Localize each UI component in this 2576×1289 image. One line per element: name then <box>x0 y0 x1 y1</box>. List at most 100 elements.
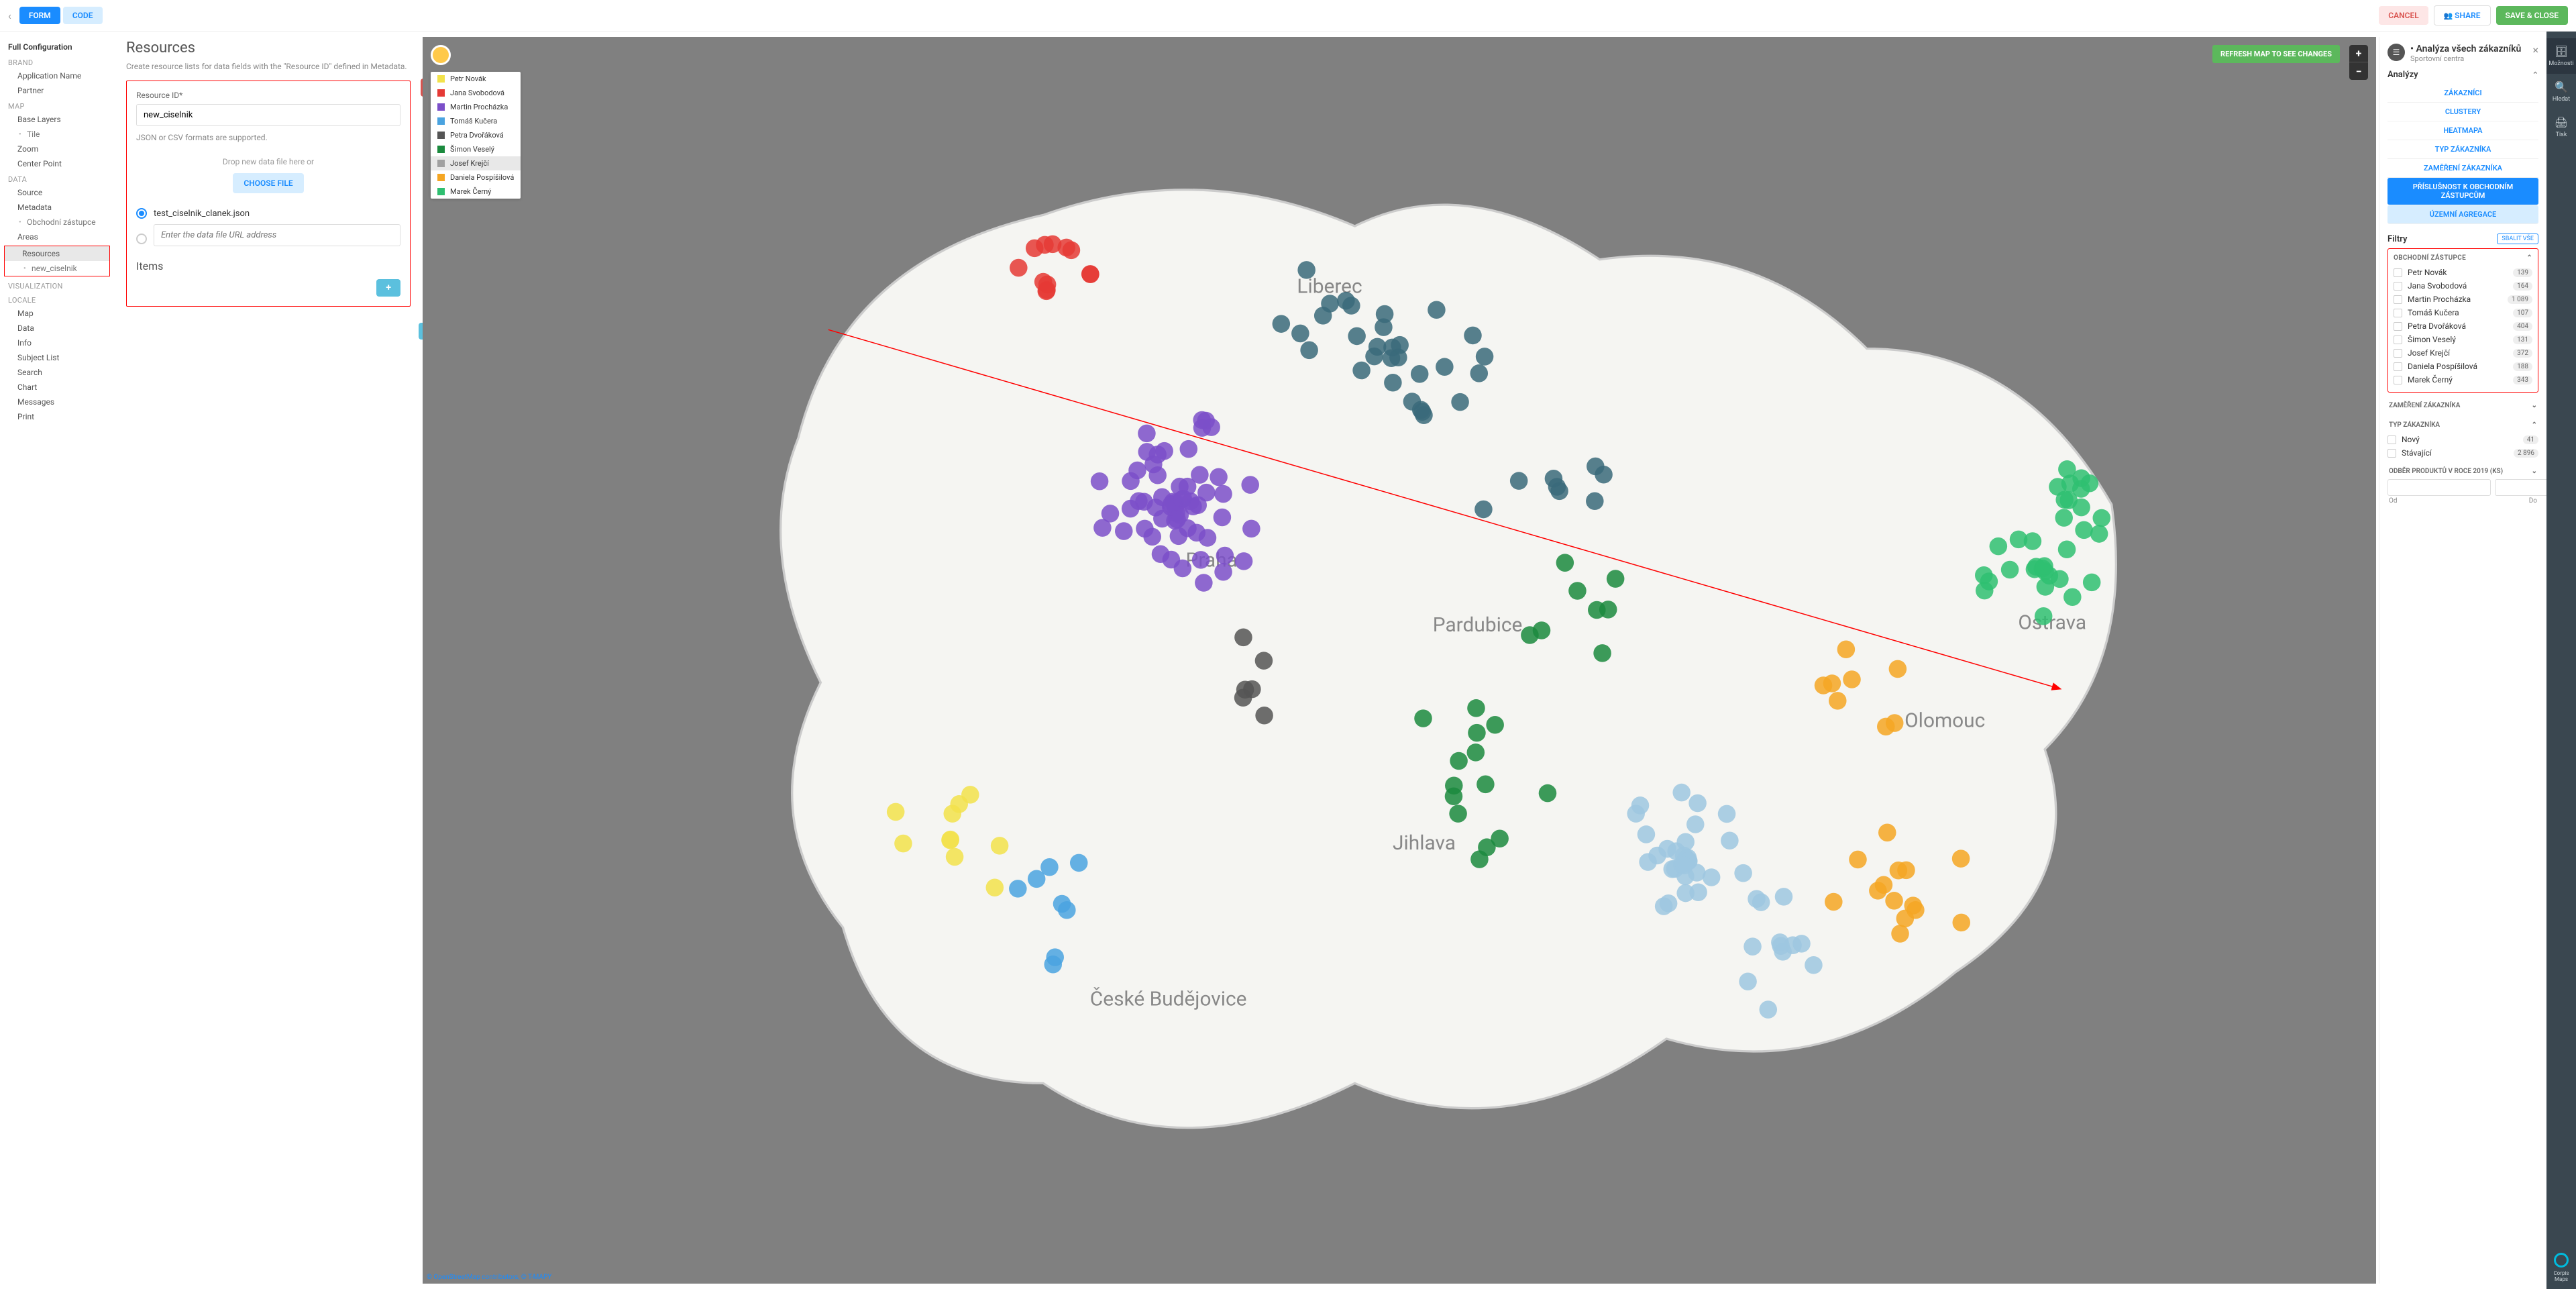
file-radio-row[interactable]: test_ciselnik_clanek.json <box>136 208 400 219</box>
close-icon[interactable]: × <box>2532 44 2538 56</box>
cancel-button[interactable]: CANCEL <box>2379 6 2428 25</box>
refresh-map-button[interactable]: REFRESH MAP TO SEE CHANGES <box>2212 45 2340 63</box>
url-input[interactable] <box>154 224 400 246</box>
analyzy-item[interactable]: PŘÍSLUŠNOST K OBCHODNÍM ZÁSTUPCŮM <box>2387 178 2538 205</box>
filter-row[interactable]: Josef Krejčí372 <box>2394 346 2532 360</box>
legend-row[interactable]: Jana Svobodová <box>431 86 521 100</box>
range-to-input[interactable] <box>2495 479 2546 496</box>
legend-row[interactable]: Josef Krejčí <box>431 156 521 170</box>
save-close-button[interactable]: SAVE & CLOSE <box>2496 6 2569 25</box>
analyzy-item[interactable]: TYP ZÁKAZNÍKA <box>2387 140 2538 159</box>
dropzone[interactable]: Drop new data file here or CHOOSE FILE <box>136 148 400 203</box>
nav-loc-info[interactable]: Info <box>0 336 114 350</box>
choose-file-button[interactable]: CHOOSE FILE <box>233 173 303 193</box>
sbalit-button[interactable]: SBALIT VŠE <box>2497 234 2538 244</box>
add-item-button[interactable]: + <box>376 279 400 297</box>
checkbox-icon[interactable] <box>2387 435 2396 444</box>
checkbox-icon[interactable] <box>2394 336 2402 344</box>
nav-loc-data[interactable]: Data <box>0 321 114 336</box>
form-subtitle: Create resource lists for data fields wi… <box>126 62 411 71</box>
map-area[interactable]: PrahaPardubiceČeské BudějoviceJihlavaOlo… <box>423 37 2376 1284</box>
legend-row[interactable]: Martin Procházka <box>431 100 521 114</box>
legend-row[interactable]: Marek Černý <box>431 185 521 199</box>
checkbox-icon[interactable] <box>2394 282 2402 291</box>
filter-row[interactable]: Martin Procházka1 089 <box>2394 293 2532 306</box>
nav-resources[interactable]: Resources <box>5 246 109 261</box>
nav-loc-print[interactable]: Print <box>0 409 114 424</box>
tab-code[interactable]: CODE <box>63 7 103 24</box>
analyzy-item[interactable]: CLUSTERY <box>2387 103 2538 121</box>
nav-app-name[interactable]: Application Name <box>0 68 114 83</box>
tab-form[interactable]: FORM <box>19 7 60 24</box>
legend-row[interactable]: Petr Novák <box>431 72 521 86</box>
filter-row[interactable]: Marek Černý343 <box>2394 373 2532 386</box>
nav-metadata[interactable]: Metadata <box>0 200 114 215</box>
legend-row[interactable]: Tomáš Kučera <box>431 114 521 128</box>
zoom-in-button[interactable]: + <box>2349 45 2368 62</box>
legend-row[interactable]: Šimon Veselý <box>431 142 521 156</box>
analyzy-item[interactable]: ZÁKAZNÍCI <box>2387 84 2538 103</box>
share-button[interactable]: SHARE <box>2434 5 2491 25</box>
legend-row[interactable]: Petra Dvořáková <box>431 128 521 142</box>
nav-source[interactable]: Source <box>0 185 114 200</box>
legend-label: Petr Novák <box>450 74 486 83</box>
nav-loc-chart[interactable]: Chart <box>0 380 114 395</box>
filter-row[interactable]: Petr Novák139 <box>2394 266 2532 279</box>
filter-typ-header[interactable]: TYP ZÁKAZNÍKA ⌃ <box>2387 417 2538 433</box>
nav-areas[interactable]: Areas <box>0 229 114 244</box>
nav-tile[interactable]: Tile <box>0 127 114 142</box>
analyzy-item[interactable]: ÚZEMNÍ AGREGACE <box>2387 205 2538 224</box>
legend-row[interactable]: Daniela Pospíšilová <box>431 170 521 185</box>
nav-loc-subject[interactable]: Subject List <box>0 350 114 365</box>
url-radio-row[interactable] <box>136 224 400 253</box>
svg-text:Olomouc: Olomouc <box>1904 709 1985 733</box>
chevron-up-icon: ⌃ <box>2532 70 2538 79</box>
nav-zoom[interactable]: Zoom <box>0 142 114 156</box>
filter-odber-header[interactable]: ODBĚR PRODUKTŮ V ROCE 2019 (KS) ⌄ <box>2387 464 2538 479</box>
filter-row[interactable]: Daniela Pospíšilová188 <box>2394 360 2532 373</box>
rail-tisk[interactable]: 🖨 Tisk <box>2546 109 2576 145</box>
checkbox-icon[interactable] <box>2394 295 2402 304</box>
legend-swatch <box>437 89 445 97</box>
nav-loc-messages[interactable]: Messages <box>0 395 114 409</box>
filter-row[interactable]: Tomáš Kučera107 <box>2394 306 2532 319</box>
checkbox-icon[interactable] <box>2394 322 2402 331</box>
back-icon[interactable]: ‹ <box>8 9 11 22</box>
filter-row[interactable]: Šimon Veselý131 <box>2394 333 2532 346</box>
form-heading: Resources <box>126 40 411 56</box>
radio-file-icon[interactable] <box>136 208 147 219</box>
radio-url-icon[interactable] <box>136 234 147 244</box>
nav-center[interactable]: Center Point <box>0 156 114 171</box>
checkbox-icon[interactable] <box>2394 362 2402 371</box>
filter-zamereni-header[interactable]: ZAMĚŘENÍ ZÁKAZNÍKA ⌄ <box>2387 398 2538 413</box>
rail-hledat[interactable]: 🔍 Hledat <box>2546 74 2576 109</box>
nav-partner[interactable]: Partner <box>0 83 114 98</box>
analyzy-header[interactable]: Analýzy ⌃ <box>2387 70 2538 80</box>
filter-row[interactable]: Stávající2 896 <box>2387 446 2538 460</box>
brand-icon <box>2554 1253 2569 1268</box>
filter-row[interactable]: Jana Svobodová164 <box>2394 279 2532 293</box>
analyzy-item[interactable]: HEATMAPA <box>2387 121 2538 140</box>
filter-obz-header[interactable]: OBCHODNÍ ZÁSTUPCE ⌃ <box>2394 254 2532 262</box>
nav-obchodni[interactable]: Obchodní zástupce <box>0 215 114 229</box>
checkbox-icon[interactable] <box>2387 449 2396 458</box>
zoom-out-button[interactable]: − <box>2349 62 2368 80</box>
legend-label: Josef Krejčí <box>450 159 489 168</box>
range-from-input[interactable] <box>2387 479 2491 496</box>
legend-swatch <box>437 103 445 111</box>
checkbox-icon[interactable] <box>2394 376 2402 384</box>
checkbox-icon[interactable] <box>2394 309 2402 317</box>
nav-loc-map[interactable]: Map <box>0 306 114 321</box>
rail-moznosti[interactable]: 🗄 Možnosti <box>2546 38 2576 74</box>
sun-icon[interactable] <box>431 45 451 65</box>
resource-id-input[interactable] <box>136 104 400 126</box>
nav-new-ciselnik[interactable]: new_ciselnik <box>5 261 109 276</box>
analyzy-item[interactable]: ZAMĚŘENÍ ZÁKAZNÍKA <box>2387 159 2538 178</box>
checkbox-icon[interactable] <box>2394 349 2402 358</box>
checkbox-icon[interactable] <box>2394 268 2402 277</box>
filter-row[interactable]: Nový41 <box>2387 433 2538 446</box>
filter-row[interactable]: Petra Dvořáková404 <box>2394 319 2532 333</box>
nav-loc-search[interactable]: Search <box>0 365 114 380</box>
nav-base-layers[interactable]: Base Layers <box>0 112 114 127</box>
analyzy-label: Analýzy <box>2387 70 2418 80</box>
